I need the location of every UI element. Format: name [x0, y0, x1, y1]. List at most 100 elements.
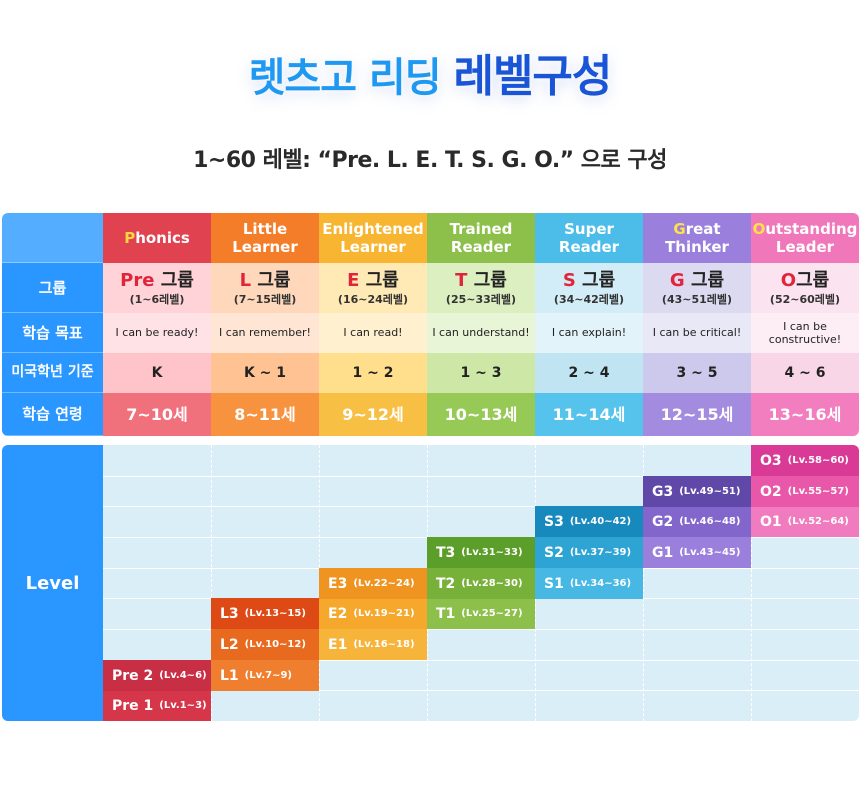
level-name: O2 — [760, 483, 782, 500]
group-name-cell: T 그룹 (25~33레벨) — [427, 263, 535, 313]
level-name: L1 — [220, 667, 239, 684]
group-header-rest: honics — [135, 229, 190, 247]
level-name: Pre 2 — [112, 667, 154, 684]
group-name-suffix: 그룹 — [467, 269, 507, 291]
group-header-line2: Learner — [232, 238, 298, 256]
group-name-suffix: 그룹 — [251, 269, 291, 291]
level-cell: O3 (Lv.58~60) — [751, 445, 859, 476]
group-name-suffix: 그룹 — [359, 269, 399, 291]
group-name-letter: E — [347, 269, 360, 291]
level-name: S1 — [544, 575, 564, 592]
group-name-cell: Pre 그룹 (1~6레벨) — [103, 263, 211, 313]
level-cell: E3 (Lv.22~24) — [319, 568, 427, 599]
group-name-letter: S — [562, 269, 576, 291]
group-header-rest: ittle — [252, 220, 288, 238]
group-range: (7~15레벨) — [233, 293, 297, 307]
level-name: Pre 1 — [112, 697, 154, 714]
level-range: (Lv.31~33) — [461, 547, 523, 558]
level-name: G3 — [652, 483, 674, 500]
level-cell: S1 (Lv.34~36) — [535, 568, 643, 599]
level-name: S2 — [544, 544, 564, 561]
level-range: (Lv.4~6) — [159, 670, 207, 681]
grid-row-line — [103, 690, 859, 691]
level-cell: Pre 1 (Lv.1~3) — [103, 690, 211, 721]
level-range: (Lv.58~60) — [787, 455, 849, 466]
group-range: (34~42레벨) — [553, 293, 625, 307]
level-range: (Lv.34~36) — [569, 578, 632, 589]
level-cell: L2 (Lv.10~12) — [211, 629, 319, 660]
age-cell: 13~16세 — [751, 393, 859, 436]
corner-cell — [2, 213, 103, 263]
group-name-letter: O — [780, 269, 797, 291]
group-header-line2: Learner — [340, 238, 406, 256]
age-cell: 12~15세 — [643, 393, 751, 436]
title-part2: 레벨구성 — [453, 51, 612, 102]
grade-cell: 1 ~ 2 — [319, 353, 427, 393]
goal-cell: I can understand! — [427, 313, 535, 353]
level-cell: O1 (Lv.52~64) — [751, 506, 859, 537]
group-header-first-letter: L — [242, 220, 253, 238]
group-name: G 그룹 — [670, 270, 724, 292]
level-range: (Lv.10~12) — [244, 639, 306, 650]
grid-row-line — [103, 629, 859, 630]
level-name: L2 — [220, 636, 239, 653]
level-range: (Lv.19~21) — [353, 608, 415, 619]
level-name: S3 — [544, 513, 564, 530]
row-label-goal: 학습 목표 — [2, 313, 103, 353]
grade-cell: 1 ~ 3 — [427, 353, 535, 393]
group-header-first-letter: T — [449, 220, 459, 238]
group-header-line1: Outstanding — [753, 220, 858, 238]
level-cell: T2 (Lv.28~30) — [427, 568, 535, 599]
grid-col-line — [643, 445, 644, 721]
group-name-suffix: 그룹 — [684, 269, 725, 291]
level-range: (Lv.1~3) — [159, 700, 207, 711]
group-name-suffix: 그룹 — [575, 269, 616, 291]
grid-row-line — [103, 506, 859, 507]
level-range: (Lv.37~39) — [569, 547, 632, 558]
group-header-line2: Thinker — [665, 238, 729, 256]
grade-cell: 4 ~ 6 — [751, 353, 859, 393]
group-name: E 그룹 — [347, 270, 399, 292]
grid-col-line — [751, 445, 752, 721]
group-header-line1: Enlightened — [322, 220, 424, 238]
group-header: Enlightened Learner — [319, 213, 427, 263]
level-name: T3 — [436, 544, 456, 561]
level-range: (Lv.43~45) — [679, 547, 741, 558]
group-name-cell: S 그룹 (34~42레벨) — [535, 263, 643, 313]
group-range: (16~24레벨) — [337, 293, 409, 307]
group-header: Super Reader — [535, 213, 643, 263]
row-label-us-grade: 미국학년 기준 — [2, 353, 103, 393]
level-cell: S2 (Lv.37~39) — [535, 537, 643, 568]
level-range: (Lv.7~9) — [244, 670, 292, 681]
group-name: S 그룹 — [563, 270, 615, 292]
goal-cell: I can be constructive! — [751, 313, 859, 353]
group-header-first-letter: O — [752, 220, 766, 238]
group-header: Trained Reader — [427, 213, 535, 263]
group-name-letter: T — [455, 269, 468, 291]
level-cell: G3 (Lv.49~51) — [643, 476, 751, 507]
level-range: (Lv.28~30) — [461, 578, 523, 589]
group-name: T 그룹 — [455, 270, 507, 292]
group-header-first-letter: S — [564, 220, 575, 238]
level-cell: E2 (Lv.19~21) — [319, 598, 427, 629]
group-header-rest: rained — [458, 220, 513, 238]
level-name: E1 — [328, 636, 348, 653]
age-cell: 7~10세 — [103, 393, 211, 436]
group-header-first-letter: P — [124, 229, 136, 247]
group-header: Little Learner — [211, 213, 319, 263]
level-name: O3 — [760, 452, 782, 469]
group-header-rest: utstanding — [765, 220, 858, 238]
group-range: (52~60레벨) — [769, 293, 841, 307]
age-cell: 8~11세 — [211, 393, 319, 436]
group-header-first-letter: E — [322, 220, 333, 238]
group-name-letter: G — [669, 269, 685, 291]
level-name: G2 — [652, 513, 674, 530]
level-name: E3 — [328, 575, 348, 592]
level-range: (Lv.16~18) — [353, 639, 415, 650]
level-name: E2 — [328, 605, 348, 622]
grid-col-line — [211, 445, 212, 721]
group-header-line2: Leader — [775, 238, 835, 256]
level-range: (Lv.22~24) — [353, 578, 415, 589]
level-cell: S3 (Lv.40~42) — [535, 506, 643, 537]
group-name-cell: O그룹 (52~60레벨) — [751, 263, 859, 313]
